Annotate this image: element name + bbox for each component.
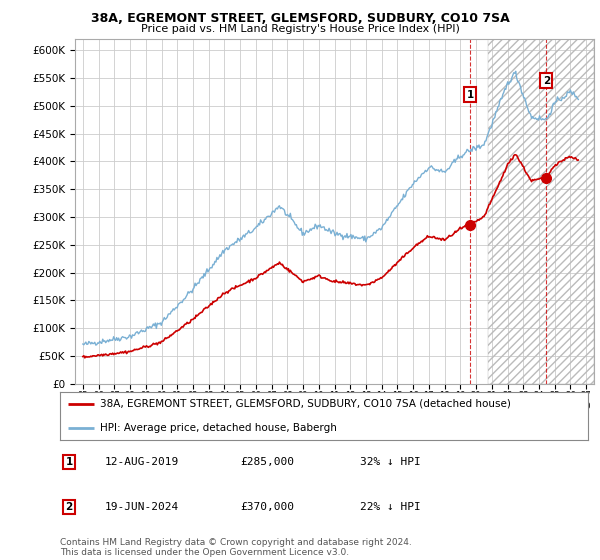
Text: £370,000: £370,000 (240, 502, 294, 512)
Text: 1: 1 (466, 90, 473, 100)
Text: Contains HM Land Registry data © Crown copyright and database right 2024.
This d: Contains HM Land Registry data © Crown c… (60, 538, 412, 557)
Text: Price paid vs. HM Land Registry's House Price Index (HPI): Price paid vs. HM Land Registry's House … (140, 24, 460, 34)
Text: £285,000: £285,000 (240, 457, 294, 467)
Text: 32% ↓ HPI: 32% ↓ HPI (360, 457, 421, 467)
Text: 22% ↓ HPI: 22% ↓ HPI (360, 502, 421, 512)
Text: 38A, EGREMONT STREET, GLEMSFORD, SUDBURY, CO10 7SA (detached house): 38A, EGREMONT STREET, GLEMSFORD, SUDBURY… (100, 399, 511, 409)
Text: 38A, EGREMONT STREET, GLEMSFORD, SUDBURY, CO10 7SA: 38A, EGREMONT STREET, GLEMSFORD, SUDBURY… (91, 12, 509, 25)
Text: 2: 2 (65, 502, 73, 512)
Text: HPI: Average price, detached house, Babergh: HPI: Average price, detached house, Babe… (100, 423, 337, 433)
Text: 2: 2 (542, 76, 550, 86)
Text: 12-AUG-2019: 12-AUG-2019 (105, 457, 179, 467)
Text: 19-JUN-2024: 19-JUN-2024 (105, 502, 179, 512)
Text: 1: 1 (65, 457, 73, 467)
